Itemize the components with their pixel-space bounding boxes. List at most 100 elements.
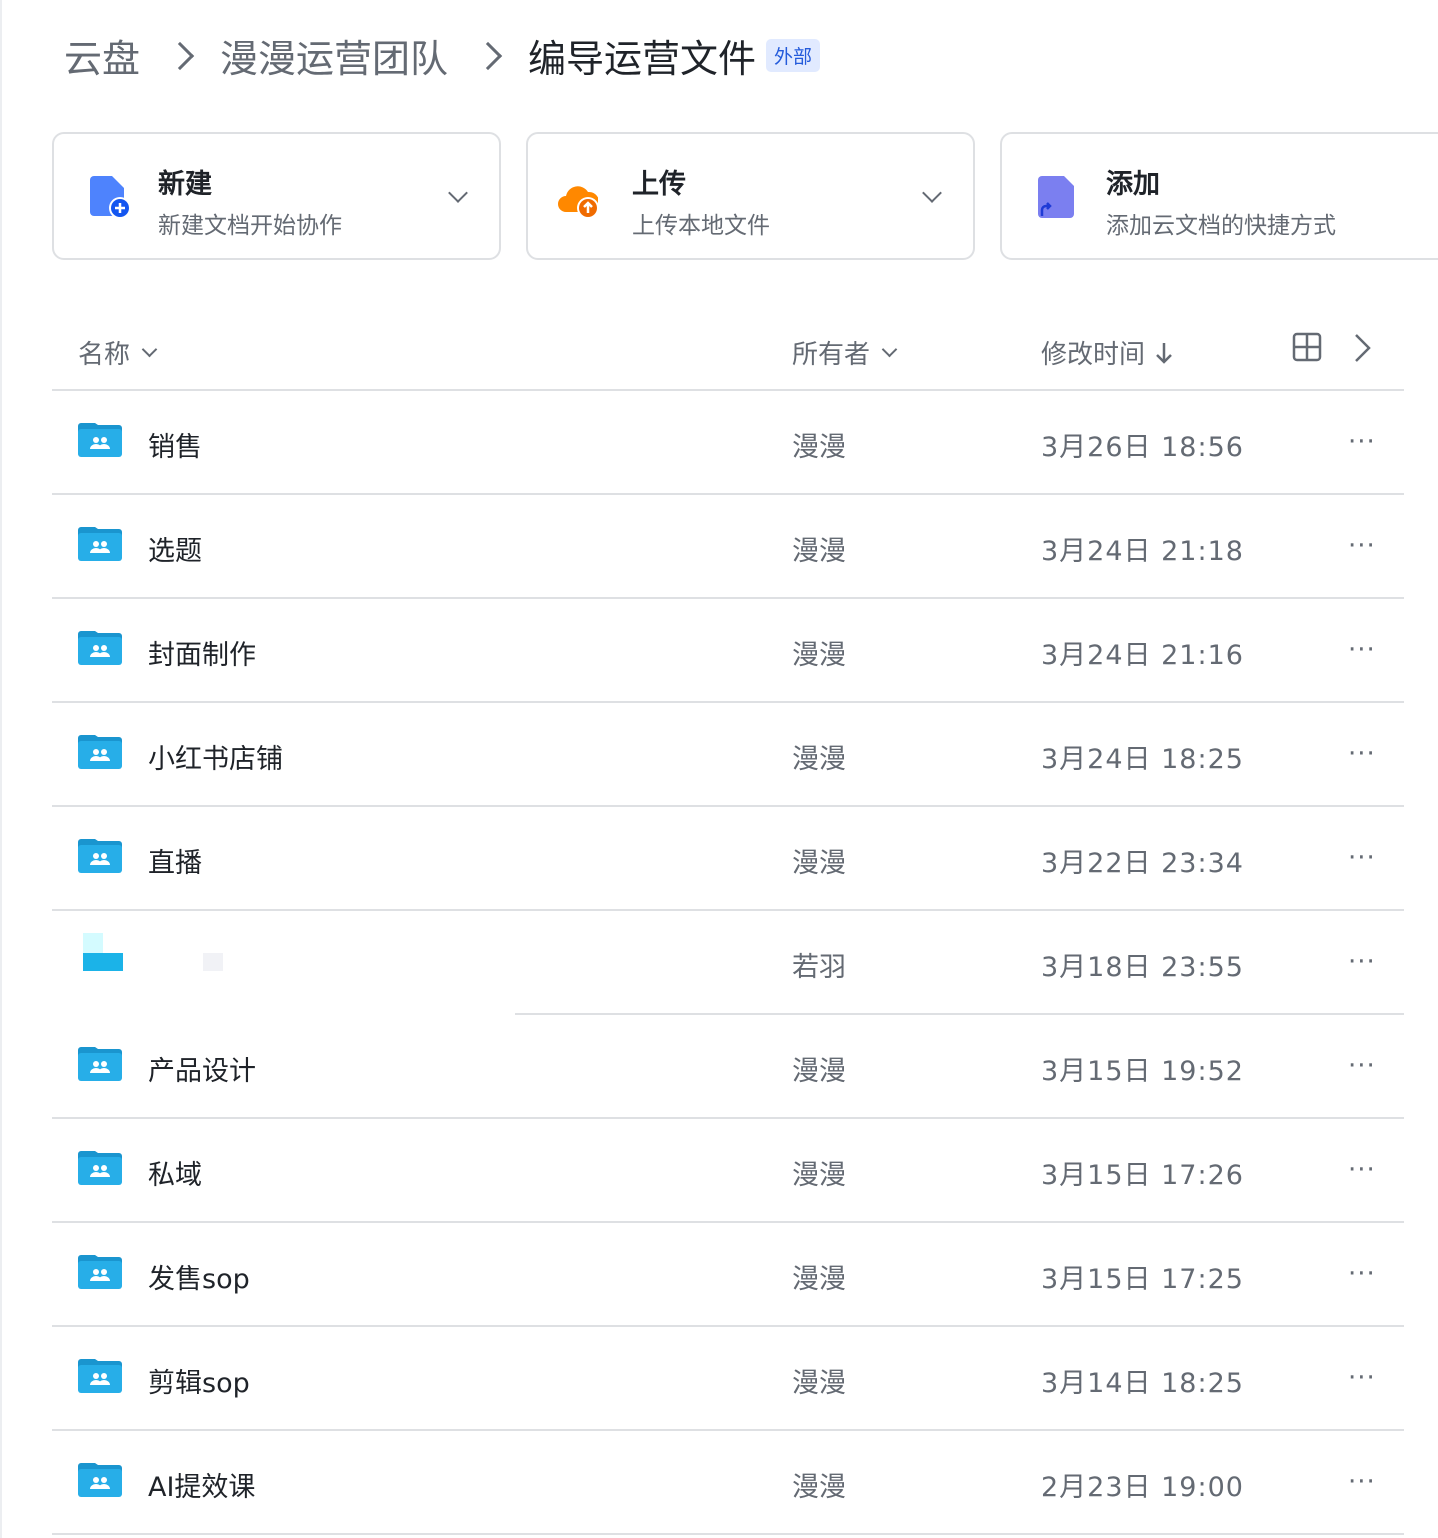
table-row[interactable]: 直播 漫漫 3月22日 23:34 ··· <box>52 807 1404 911</box>
grid-icon <box>1292 332 1322 362</box>
card-title: 新建 <box>158 169 212 200</box>
more-icon[interactable]: ··· <box>1348 635 1376 665</box>
file-name[interactable]: 封面制作 <box>148 640 256 671</box>
owner: 漫漫 <box>792 1368 846 1399</box>
table-row[interactable]: 选题 漫漫 3月24日 21:18 ··· <box>52 495 1404 599</box>
breadcrumb-team[interactable]: 漫漫运营团队 <box>220 37 449 81</box>
card-subtitle: 新建文档开始协作 <box>158 213 342 239</box>
table-row[interactable]: 产品设计 漫漫 3月15日 19:52 ··· <box>52 1015 1404 1119</box>
file-name[interactable]: 私域 <box>148 1160 202 1191</box>
card-subtitle: 上传本地文件 <box>632 213 770 239</box>
modified-time: 3月15日 17:25 <box>1041 1264 1244 1295</box>
file-name[interactable]: 选题 <box>148 536 202 567</box>
owner: 漫漫 <box>792 432 846 463</box>
owner: 漫漫 <box>792 1264 846 1295</box>
modified-time: 3月15日 17:26 <box>1041 1160 1244 1191</box>
table-row[interactable]: 若羽 3月18日 23:55 ··· <box>52 911 1404 1015</box>
table-row[interactable]: 私域 漫漫 3月15日 17:26 ··· <box>52 1119 1404 1223</box>
more-icon[interactable]: ··· <box>1348 1363 1376 1393</box>
shortcut-icon <box>1038 176 1074 218</box>
modified-time: 3月24日 18:25 <box>1041 744 1244 775</box>
new-doc-icon <box>90 176 130 219</box>
file-name[interactable]: 直播 <box>148 848 202 879</box>
file-name[interactable]: AI提效课 <box>148 1472 256 1503</box>
shared-folder-icon <box>78 839 122 873</box>
file-name[interactable]: 小红书店铺 <box>148 744 283 775</box>
more-icon[interactable]: ··· <box>1348 1155 1376 1185</box>
table-header: 名称 所有者 修改时间 <box>52 320 1404 391</box>
owner: 漫漫 <box>792 640 846 671</box>
shared-folder-icon <box>78 1463 122 1497</box>
breadcrumb: 云盘 漫漫运营团队 编导运营文件 外部 <box>64 28 821 83</box>
redacted-icon <box>83 933 223 971</box>
modified-time: 3月15日 19:52 <box>1041 1056 1244 1087</box>
header-name: 名称 <box>78 340 131 370</box>
new-button[interactable]: 新建 新建文档开始协作 <box>52 132 501 260</box>
modified-time: 3月24日 21:16 <box>1041 640 1244 671</box>
file-name[interactable]: 剪辑sop <box>148 1368 250 1399</box>
chevron-down-icon[interactable] <box>922 183 942 203</box>
owner: 漫漫 <box>792 536 846 567</box>
modified-time: 2月23日 19:00 <box>1041 1472 1244 1503</box>
chevron-down-icon <box>141 341 158 358</box>
add-shortcut-button[interactable]: 添加 添加云文档的快捷方式 <box>1000 132 1438 260</box>
header-modified: 修改时间 <box>1041 340 1146 370</box>
owner: 若羽 <box>792 952 846 983</box>
table-row[interactable]: 封面制作 漫漫 3月24日 21:16 ··· <box>52 599 1404 703</box>
modified-time: 3月26日 18:56 <box>1041 432 1244 463</box>
file-name[interactable]: 产品设计 <box>148 1056 256 1087</box>
modified-time: 3月18日 23:55 <box>1041 952 1244 983</box>
modified-time: 3月14日 18:25 <box>1041 1368 1244 1399</box>
shared-folder-icon <box>78 1255 122 1289</box>
filter-owner[interactable]: 所有者 <box>792 334 898 371</box>
arrow-down-icon <box>1156 342 1172 364</box>
shared-folder-icon <box>78 735 122 769</box>
chevron-right-icon <box>1355 334 1371 362</box>
chevron-right-icon <box>473 41 503 70</box>
more-icon[interactable]: ··· <box>1348 739 1376 769</box>
sort-by-modified[interactable]: 修改时间 <box>1041 334 1175 371</box>
chevron-down-icon[interactable] <box>448 183 468 203</box>
more-icon[interactable]: ··· <box>1348 1467 1376 1497</box>
card-subtitle: 添加云文档的快捷方式 <box>1106 213 1336 239</box>
owner: 漫漫 <box>792 744 846 775</box>
card-title: 上传 <box>632 169 686 200</box>
expand-button[interactable] <box>1352 332 1374 364</box>
shared-folder-icon <box>78 631 122 665</box>
owner: 漫漫 <box>792 1056 846 1087</box>
upload-cloud-icon <box>558 186 598 219</box>
owner: 漫漫 <box>792 848 846 879</box>
more-icon[interactable]: ··· <box>1348 1051 1376 1081</box>
more-icon[interactable]: ··· <box>1348 427 1376 457</box>
more-icon[interactable]: ··· <box>1348 947 1376 977</box>
shared-folder-icon <box>78 1047 122 1081</box>
external-badge: 外部 <box>766 39 821 72</box>
chevron-right-icon <box>165 41 195 70</box>
more-icon[interactable]: ··· <box>1348 1259 1376 1289</box>
chevron-down-icon <box>881 341 898 358</box>
table-row[interactable]: 发售sop 漫漫 3月15日 17:25 ··· <box>52 1223 1404 1327</box>
more-icon[interactable]: ··· <box>1348 531 1376 561</box>
header-owner: 所有者 <box>792 340 871 370</box>
page-title: 编导运营文件 <box>528 37 757 81</box>
grid-view-button[interactable] <box>1292 332 1322 362</box>
file-name[interactable]: 销售 <box>148 432 202 463</box>
shared-folder-icon <box>78 1359 122 1393</box>
file-name[interactable]: 发售sop <box>148 1264 250 1295</box>
table-row[interactable]: 剪辑sop 漫漫 3月14日 18:25 ··· <box>52 1327 1404 1431</box>
modified-time: 3月22日 23:34 <box>1041 848 1244 879</box>
shared-folder-icon <box>78 527 122 561</box>
breadcrumb-root[interactable]: 云盘 <box>64 37 141 81</box>
table-row[interactable]: 小红书店铺 漫漫 3月24日 18:25 ··· <box>52 703 1404 807</box>
table-row[interactable]: AI提效课 漫漫 2月23日 19:00 ··· <box>52 1431 1404 1535</box>
card-title: 添加 <box>1106 169 1160 200</box>
shared-folder-icon <box>78 423 122 457</box>
upload-button[interactable]: 上传 上传本地文件 <box>526 132 975 260</box>
owner: 漫漫 <box>792 1160 846 1191</box>
owner: 漫漫 <box>792 1472 846 1503</box>
more-icon[interactable]: ··· <box>1348 843 1376 873</box>
modified-time: 3月24日 21:18 <box>1041 536 1244 567</box>
table-row[interactable]: 销售 漫漫 3月26日 18:56 ··· <box>52 391 1404 495</box>
sort-by-name[interactable]: 名称 <box>78 334 158 371</box>
shared-folder-icon <box>78 1151 122 1185</box>
